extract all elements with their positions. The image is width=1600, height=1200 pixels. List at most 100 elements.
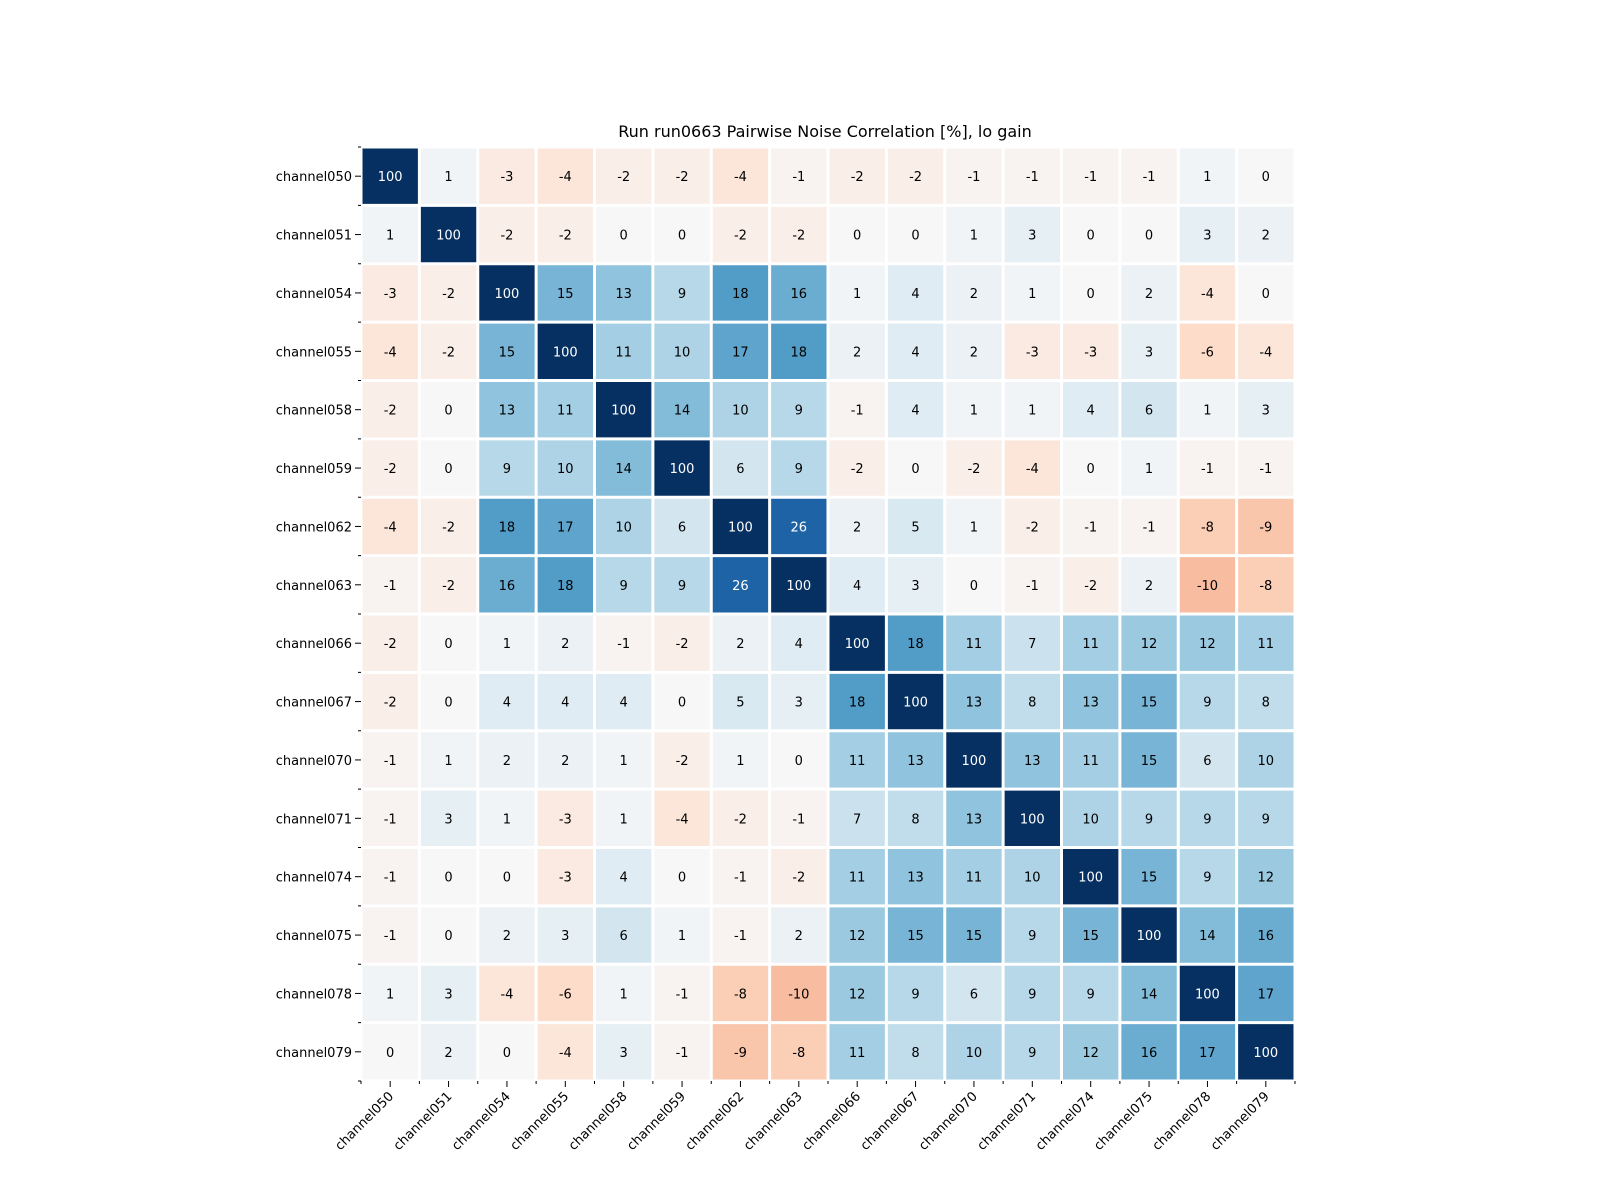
cell-value-label: 0	[444, 871, 452, 886]
heatmap-cell	[946, 615, 1002, 671]
cell-value-label: 100	[1137, 929, 1162, 944]
heatmap-cell	[771, 673, 827, 730]
heatmap-cell	[596, 440, 652, 496]
cell-value-label: 11	[615, 345, 632, 360]
heatmap-cell	[1238, 1024, 1294, 1080]
cell-value-label: 0	[853, 229, 861, 244]
heatmap-cell	[1063, 849, 1119, 905]
cell-value-label: 0	[444, 637, 452, 652]
heatmap-cell	[712, 323, 769, 379]
cell-value-label: 18	[907, 637, 924, 652]
heatmap-cell	[946, 790, 1002, 846]
cell-value-label: 100	[786, 579, 811, 594]
cell-value-label: 14	[1199, 929, 1216, 944]
y-tick-label: channel071	[276, 812, 352, 827]
heatmap-cell	[1179, 790, 1236, 846]
heatmap-cell	[771, 849, 827, 905]
cell-value-label: -4	[1026, 462, 1039, 477]
cell-value-label: 3	[1028, 229, 1036, 244]
cell-value-label: -4	[500, 987, 513, 1002]
heatmap-cell	[596, 615, 652, 671]
cell-value-label: 1	[1203, 170, 1211, 185]
heatmap-cell	[1121, 148, 1177, 204]
cell-value-label: -10	[1197, 579, 1218, 594]
heatmap-cell	[1004, 440, 1060, 496]
cell-value-label: 0	[678, 871, 686, 886]
heatmap-cell	[1063, 382, 1119, 438]
cell-value-label: 10	[674, 345, 691, 360]
cell-value-label: 16	[1258, 929, 1275, 944]
cell-value-label: -3	[1026, 345, 1039, 360]
heatmap-cell	[829, 557, 885, 613]
heatmap-cell	[1063, 498, 1119, 555]
heatmap-cell	[537, 557, 593, 613]
cell-value-label: 100	[728, 520, 753, 535]
cell-value-label: 2	[970, 345, 978, 360]
cell-value-label: -1	[1026, 170, 1039, 185]
cell-value-label: 15	[499, 345, 516, 360]
heatmap-cell	[596, 790, 652, 846]
heatmap-cell	[771, 440, 827, 496]
cell-value-label: 13	[615, 287, 632, 302]
heatmap-cell	[479, 148, 535, 204]
cell-value-label: 6	[970, 987, 978, 1002]
cell-value-label: 100	[378, 170, 403, 185]
heatmap-cell	[887, 849, 944, 905]
cell-value-label: 13	[1024, 754, 1041, 769]
cell-value-label: 0	[386, 1046, 394, 1061]
heatmap-cell	[946, 849, 1002, 905]
y-tick-label: channel066	[276, 637, 352, 652]
cell-value-label: 4	[853, 579, 861, 594]
heatmap-cell	[1121, 557, 1177, 613]
cell-value-label: 100	[962, 754, 987, 769]
cell-value-label: 11	[966, 871, 983, 886]
x-tick-label: channel071	[975, 1089, 1040, 1154]
cell-value-label: 13	[966, 812, 983, 827]
cell-value-label: -1	[1143, 170, 1156, 185]
cell-value-label: 2	[1145, 579, 1153, 594]
heatmap-cell	[596, 206, 652, 263]
cell-value-label: 1	[736, 754, 744, 769]
cell-value-label: 1	[386, 229, 394, 244]
y-tick-label: channel062	[276, 520, 352, 535]
heatmap-cell	[1238, 323, 1294, 379]
heatmap-cell	[946, 148, 1002, 204]
cell-value-label: 0	[444, 696, 452, 711]
cell-value-label: -3	[1084, 345, 1097, 360]
heatmap-cell	[362, 849, 418, 905]
heatmap-cell	[362, 498, 418, 555]
heatmap-cell	[1004, 673, 1060, 730]
heatmap-cell	[1121, 498, 1177, 555]
cell-value-label: -2	[792, 229, 805, 244]
y-tick-label: channel070	[276, 754, 352, 769]
cell-value-label: -1	[851, 404, 864, 419]
heatmap-cell	[1238, 206, 1294, 263]
cell-value-label: -1	[384, 812, 397, 827]
cell-value-label: 0	[1087, 287, 1095, 302]
heatmap-cell	[1179, 1024, 1236, 1080]
cell-value-label: 18	[557, 579, 574, 594]
cell-value-label: 9	[678, 579, 686, 594]
cell-value-label: 9	[1028, 987, 1036, 1002]
x-tick-label: channel058	[566, 1089, 631, 1154]
cell-value-label: -8	[1201, 520, 1214, 535]
heatmap-cell	[362, 265, 418, 321]
cell-value-label: 4	[911, 404, 919, 419]
cell-value-label: 7	[853, 812, 861, 827]
heatmap-cell	[771, 907, 827, 963]
cell-value-label: -8	[792, 1046, 805, 1061]
heatmap-cell	[829, 673, 885, 730]
cell-value-label: -2	[734, 229, 747, 244]
cell-value-label: -8	[1259, 579, 1272, 594]
heatmap-cell	[479, 382, 535, 438]
heatmap-cell	[829, 790, 885, 846]
heatmap-cell	[1063, 557, 1119, 613]
cell-value-label: 3	[795, 696, 803, 711]
cell-value-label: 7	[1028, 637, 1036, 652]
x-tick-label: channel075	[1091, 1089, 1156, 1154]
cell-value-label: 11	[1258, 637, 1275, 652]
cell-value-label: 5	[736, 696, 744, 711]
heatmap-cell	[946, 673, 1002, 730]
heatmap-cell	[654, 382, 710, 438]
heatmap-cell	[771, 615, 827, 671]
